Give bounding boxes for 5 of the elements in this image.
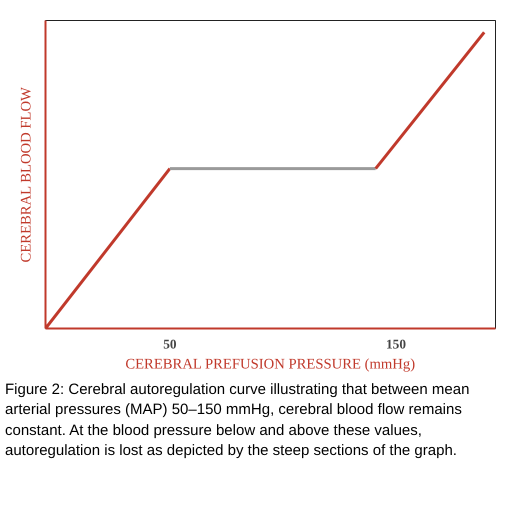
x-axis-title: CEREBRAL PREFUSION PRESSURE (mmHg) <box>125 356 416 372</box>
x-tick-label: 50 <box>163 336 177 352</box>
y-axis-title: CEREBRAL BLOOD FLOW <box>18 86 34 262</box>
x-tick-label: 150 <box>386 336 406 352</box>
caption: Figure 2: Cerebral autoregulation curve illustrating that between mean arterial pressures (MAP) 50–150 mmHg, cerebral blood flow remains constant. At the blood pressure below and above these values, autoregulation is lost as depicted by the steep sections of the graph. <box>5 380 470 461</box>
